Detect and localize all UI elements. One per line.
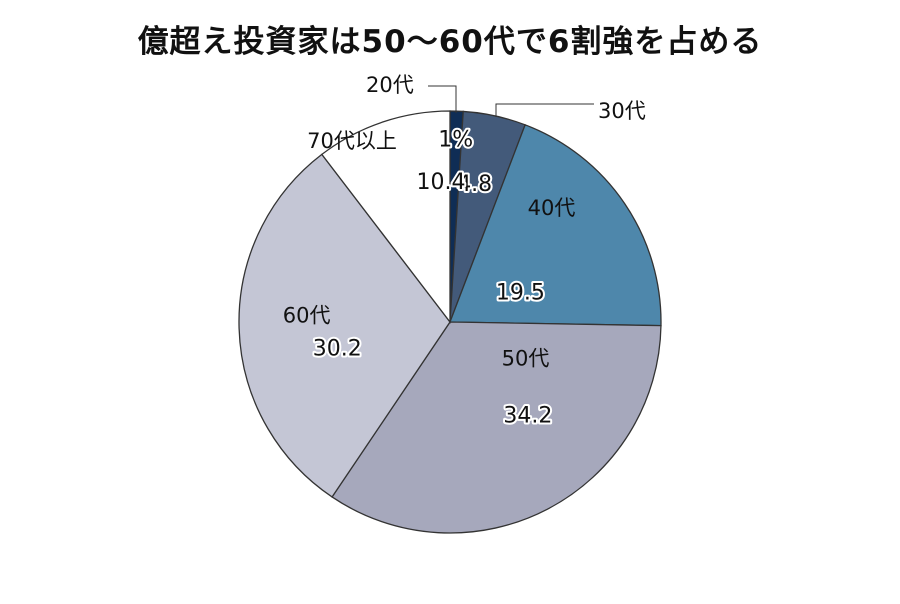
category-label-0: 20代 bbox=[366, 73, 414, 97]
pie-slices bbox=[238, 110, 662, 534]
leader-line-1 bbox=[495, 103, 594, 117]
value-label-3: 34.2 bbox=[503, 403, 552, 428]
leader-line-0 bbox=[428, 85, 457, 113]
value-label-5: 10.4 bbox=[417, 170, 466, 195]
value-label-1: 4.8 bbox=[457, 172, 492, 197]
category-label-2: 40代 bbox=[528, 196, 576, 220]
value-label-2: 19.5 bbox=[496, 281, 545, 306]
slice-2 bbox=[449, 123, 662, 327]
value-label-0: 1% bbox=[438, 128, 473, 153]
slice-4 bbox=[238, 153, 451, 498]
category-label-3: 50代 bbox=[502, 347, 550, 371]
pie-labels: 1% 20代 4.8 30代 19.5 40代 34.2 50代 30.2 60代 10.4 70代以… bbox=[283, 73, 646, 430]
slice-5 bbox=[320, 110, 451, 324]
category-label-5: 70代以上 bbox=[307, 129, 397, 153]
leader-lines bbox=[428, 85, 594, 117]
category-label-4: 60代 bbox=[283, 303, 331, 327]
value-label-4: 30.2 bbox=[313, 337, 362, 362]
category-label-1: 30代 bbox=[598, 99, 646, 123]
slice-3 bbox=[331, 321, 662, 534]
chart-title: 億超え投資家は50〜60代で6割強を占める bbox=[137, 24, 763, 60]
